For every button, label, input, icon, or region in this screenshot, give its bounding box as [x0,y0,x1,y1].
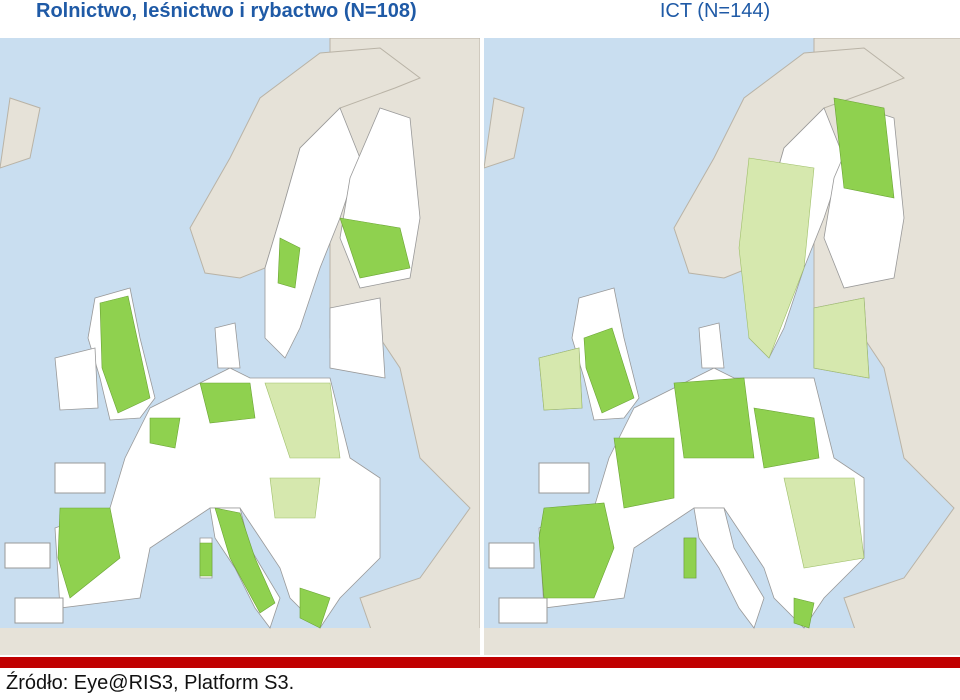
panel-title: Rolnictwo, leśnictwo i rybactwo (N=108) [36,0,417,22]
map-left [0,38,480,655]
panel-title: ICT (N=144) [659,0,771,22]
source-note: Źródło: Eye@RIS3, Platform S3. [6,672,295,694]
footer-bar [0,657,960,668]
map-right [484,38,960,655]
